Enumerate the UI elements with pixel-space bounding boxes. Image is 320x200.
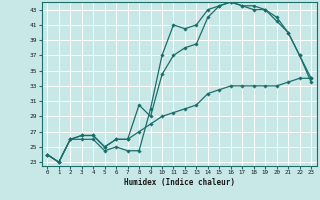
X-axis label: Humidex (Indice chaleur): Humidex (Indice chaleur)	[124, 178, 235, 187]
